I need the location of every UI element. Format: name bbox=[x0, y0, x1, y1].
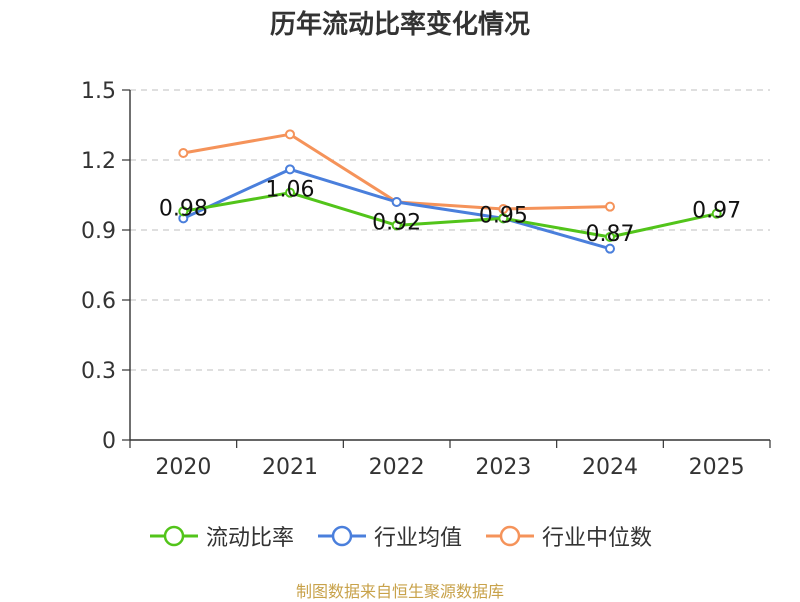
chart-title: 历年流动比率变化情况 bbox=[269, 10, 530, 40]
y-tick-label: 0.6 bbox=[81, 289, 116, 314]
y-tick-label: 1.2 bbox=[81, 149, 116, 174]
x-tick-label: 2023 bbox=[475, 455, 531, 480]
y-tick-label: 0 bbox=[102, 429, 116, 454]
legend-label: 行业中位数 bbox=[542, 526, 653, 551]
y-tick-label: 0.3 bbox=[81, 359, 116, 384]
x-tick-label: 2020 bbox=[155, 455, 211, 480]
data-point bbox=[178, 148, 189, 158]
legend-item[interactable]: 行业均值 bbox=[316, 520, 462, 552]
data-point bbox=[605, 232, 615, 242]
data-point bbox=[605, 243, 615, 254]
legend-swatch bbox=[486, 525, 534, 547]
y-tick-label: 0.9 bbox=[81, 219, 116, 244]
data-label: 0.92 bbox=[372, 210, 421, 235]
data-point bbox=[498, 204, 509, 214]
x-tick-label: 2024 bbox=[582, 455, 638, 480]
x-tick-label: 2025 bbox=[689, 455, 745, 480]
legend-item[interactable]: 行业中位数 bbox=[484, 520, 652, 552]
data-point bbox=[285, 164, 295, 175]
legend-swatch bbox=[149, 525, 198, 547]
legend-swatch bbox=[317, 525, 366, 547]
x-tick-label: 2021 bbox=[262, 455, 318, 480]
legend-label: 流动比率 bbox=[205, 526, 294, 551]
data-label: 0.97 bbox=[692, 199, 741, 224]
y-tick-label: 1.5 bbox=[81, 79, 116, 104]
data-point bbox=[711, 208, 722, 219]
legend-item[interactable]: 流动比率 bbox=[148, 520, 294, 552]
data-point bbox=[178, 206, 189, 217]
source-note: 制图数据来自恒生聚源数据库 bbox=[295, 582, 504, 601]
legend: 流动比率 行业均值 行业中位数 bbox=[0, 518, 800, 554]
data-label: 0.87 bbox=[586, 222, 635, 247]
data-point bbox=[285, 187, 295, 198]
data-point bbox=[605, 201, 615, 212]
data-point bbox=[498, 213, 509, 224]
data-point bbox=[285, 129, 295, 140]
data-point bbox=[391, 197, 402, 207]
data-point bbox=[391, 220, 402, 231]
data-label: 0.95 bbox=[479, 203, 528, 228]
data-label: 1.06 bbox=[266, 178, 315, 203]
x-tick-label: 2022 bbox=[369, 455, 425, 480]
legend-label: 行业均值 bbox=[373, 526, 462, 551]
data-label: 0.98 bbox=[159, 196, 208, 221]
series-line bbox=[183, 191, 717, 239]
